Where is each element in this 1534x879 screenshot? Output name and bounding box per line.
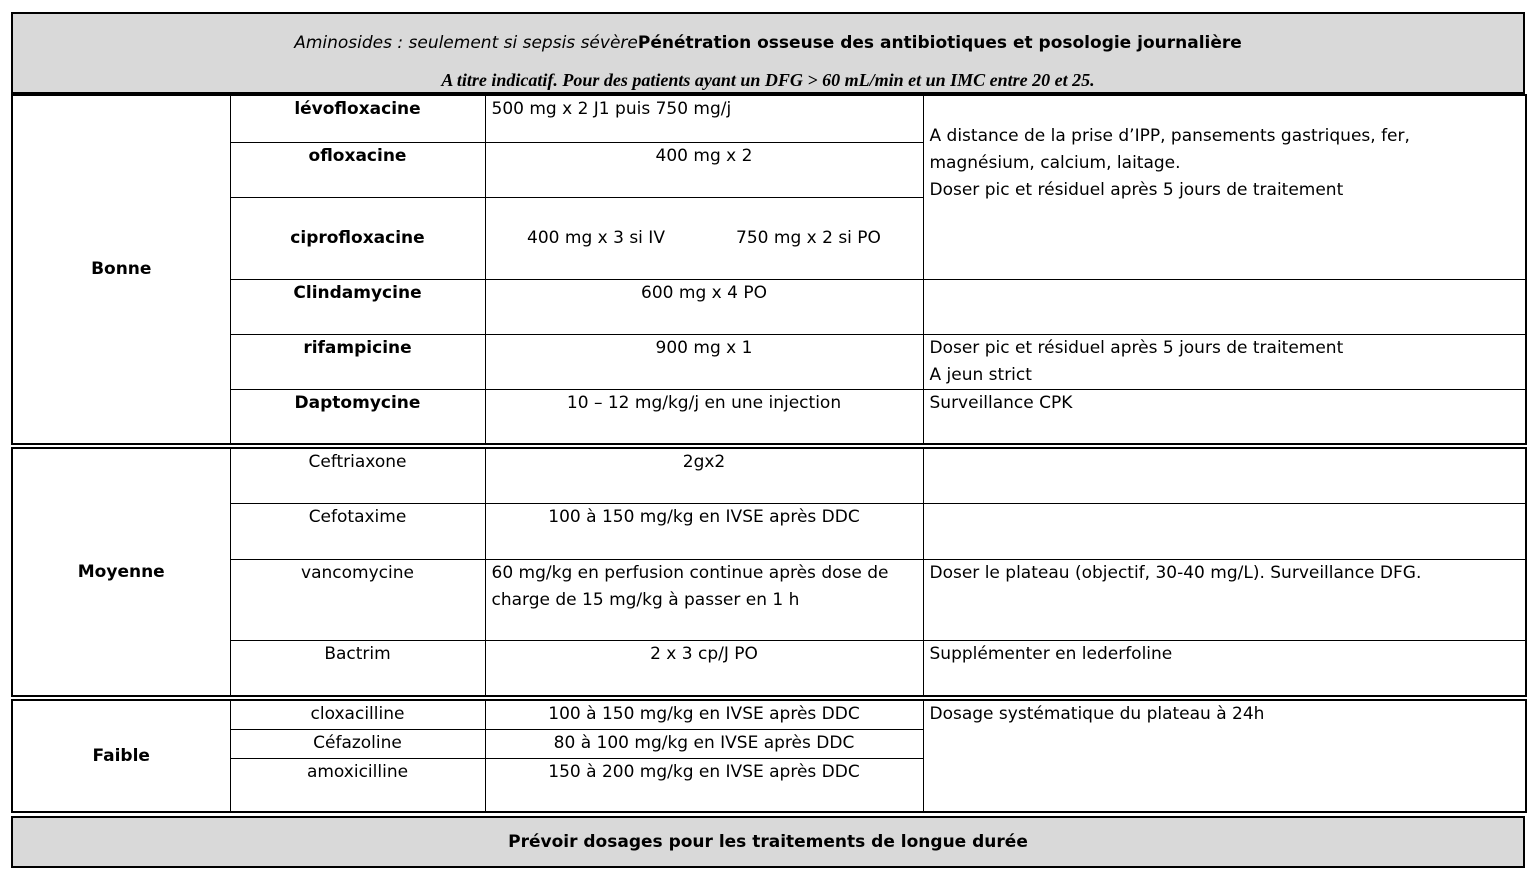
drug-dose: 100 à 150 mg/kg en IVSE après DDC	[484, 699, 924, 730]
drug-dose: 80 à 100 mg/kg en IVSE après DDC	[484, 728, 924, 759]
drug-dose: 100 à 150 mg/kg en IVSE après DDC	[484, 502, 924, 560]
category-label: Moyenne	[11, 447, 231, 697]
drug-note	[922, 278, 1527, 335]
group-bonne: Bonne lévofloxacine 500 mg x 2 J1 puis 7…	[11, 94, 1527, 445]
drug-dose: 60 mg/kg en perfusion continue après dos…	[484, 558, 924, 641]
drug-note: Dosage systématique du plateau à 24h	[922, 699, 1527, 813]
drug-dose: 2 x 3 cp/J PO	[484, 639, 924, 697]
drug-dose: 600 mg x 4 PO	[484, 278, 924, 335]
note-line: A distance de la prise d’IPP, pansements…	[929, 126, 1410, 146]
drug-dose: 400 mg x 3 si IV 750 mg x 2 si PO	[484, 196, 924, 280]
drug-name: cloxacilline	[229, 699, 486, 730]
header-aminoside-note: Aminosides : seulement si sepsis sévère	[294, 33, 638, 53]
drug-note: Doser le plateau (objectif, 30-40 mg/L).…	[922, 558, 1527, 641]
note-line: A jeun strict	[929, 364, 1032, 385]
drug-name: ciprofloxacine	[229, 196, 486, 280]
drug-dose: 2gx2	[484, 447, 924, 504]
drug-name: rifampicine	[229, 333, 486, 390]
drug-dose: 150 à 200 mg/kg en IVSE après DDC	[484, 757, 924, 813]
drug-name: vancomycine	[229, 558, 486, 641]
note-line: magnésium, calcium, laitage.	[929, 153, 1181, 173]
drug-name: Daptomycine	[229, 388, 486, 445]
drug-name: amoxicilline	[229, 757, 486, 813]
antibiotic-table: Aminosides : seulement si sepsis sévèreP…	[11, 12, 1527, 869]
note-line: Doser pic et résiduel après 5 jours de t…	[929, 337, 1344, 358]
drug-dose: 500 mg x 2 J1 puis 750 mg/j	[484, 94, 924, 143]
drug-name: lévofloxacine	[229, 94, 486, 143]
drug-name: Bactrim	[229, 639, 486, 697]
category-label: Faible	[11, 699, 231, 813]
drug-name: ofloxacine	[229, 141, 486, 198]
header-main-title: Pénétration osseuse des antibiotiques et…	[637, 33, 1242, 53]
drug-name: Clindamycine	[229, 278, 486, 335]
drug-note	[922, 447, 1527, 504]
header-title: Aminosides : seulement si sepsis sévèreP…	[13, 33, 1523, 53]
table-footer: Prévoir dosages pour les traitements de …	[11, 816, 1525, 868]
group-moyenne: Moyenne Ceftriaxone 2gx2 Cefotaxime 100 …	[11, 447, 1527, 697]
drug-dose: 400 mg x 2	[484, 141, 924, 198]
drug-dose: 10 – 12 mg/kg/j en une injection	[484, 388, 924, 445]
drug-name: Cefotaxime	[229, 502, 486, 560]
drug-note: A distance de la prise d’IPP, pansements…	[922, 94, 1527, 280]
drug-note: Doser pic et résiduel après 5 jours de t…	[922, 333, 1527, 390]
dose-iv: 400 mg x 3 si IV	[527, 227, 665, 248]
note-line: Doser pic et résiduel après 5 jours de t…	[929, 180, 1344, 200]
table-header: Aminosides : seulement si sepsis sévèreP…	[11, 12, 1525, 94]
drug-note: Surveillance CPK	[922, 388, 1527, 445]
dose-po: 750 mg x 2 si PO	[736, 227, 881, 248]
drug-note	[922, 502, 1527, 560]
category-label: Bonne	[11, 94, 231, 445]
drug-dose: 900 mg x 1	[484, 333, 924, 390]
header-subtitle: A titre indicatif. Pour des patients aya…	[441, 70, 1095, 90]
drug-name: Ceftriaxone	[229, 447, 486, 504]
drug-name: Céfazoline	[229, 728, 486, 759]
drug-note: Supplémenter en lederfoline	[922, 639, 1527, 697]
group-faible: Faible cloxacilline 100 à 150 mg/kg en I…	[11, 699, 1527, 813]
